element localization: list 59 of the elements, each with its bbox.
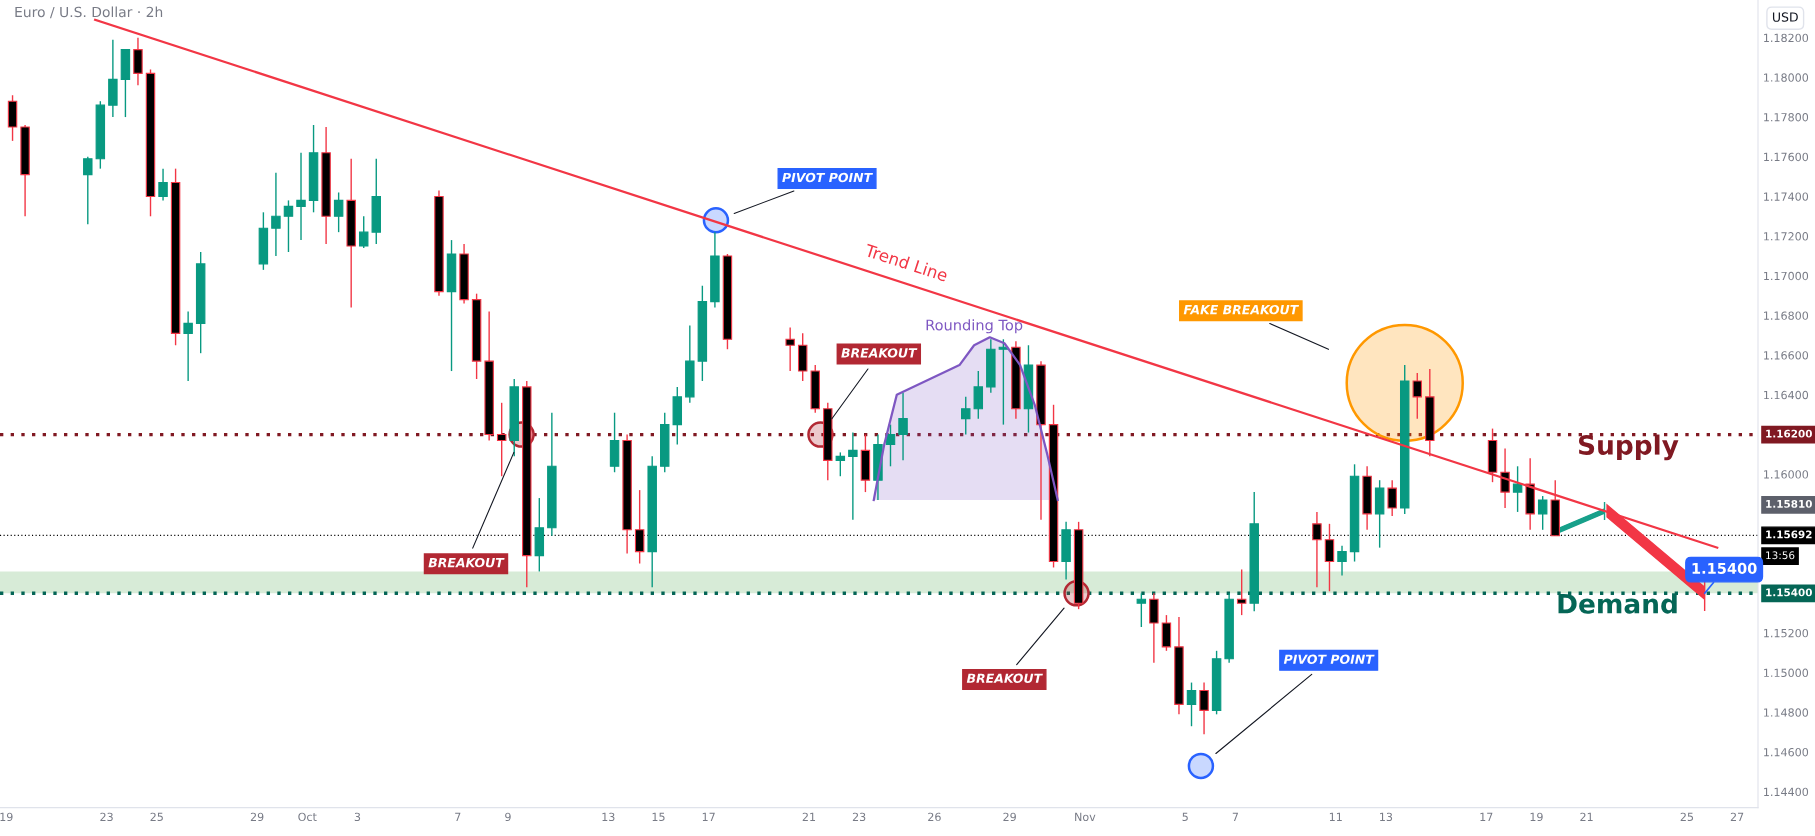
y-tick-label: 1.16600 [1764,351,1809,360]
x-tick-label: 21 [1580,812,1593,821]
y-tick-label: 1.14400 [1764,787,1809,797]
x-tick-label: 27 [1730,812,1744,821]
y-tick-label: 1.15200 [1764,628,1809,638]
text: 1.15692 [1766,530,1812,539]
chart-title: Euro / U.S. Dollar · 2h [15,6,163,19]
x-tick-label: 25 [150,812,163,822]
y-tick-label: 1.16800 [1764,311,1809,320]
y-tick-label: 1.16000 [1764,470,1809,479]
x-tick-label: 21 [802,812,816,821]
x-tick-label: 25 [1680,812,1694,822]
y-tick-label: 1.16400 [1764,390,1809,400]
x-tick-label: 29 [1003,812,1016,822]
text: BREAKOUT [428,557,505,568]
text: Trend Line [863,243,949,282]
text: BREAKOUT [841,348,918,358]
y-tick-label: 1.14800 [1764,708,1809,717]
text: FAKE BREAKOUT [1183,304,1300,315]
text: 1.15400 [1766,588,1812,597]
text: 1.16200 [1766,429,1812,438]
series-label: Rounding Top [926,319,1023,334]
y-tick-label: 1.17200 [1764,232,1809,241]
x-tick-label: 13 [1380,812,1393,822]
text: 13:56 [1766,551,1795,560]
x-tick-label: 9 [505,812,511,822]
x-tick-label: 26 [928,812,941,822]
y-tick-label: 1.14600 [1764,747,1809,757]
x-tick-label: 23 [100,812,113,822]
y-tick-label: 1.18200 [1764,33,1809,43]
x-tick-label: 13 [602,812,615,822]
x-tick-label: Oct [298,812,317,822]
x-tick-label: Nov [1075,812,1096,822]
x-tick-label: 11 [1329,812,1342,821]
x-tick-label: 19 [1530,812,1543,822]
y-tick-label: 1.17800 [1764,113,1809,122]
y-tick-label: 1.17600 [1764,152,1809,162]
text: PIVOT POINT [1283,654,1375,664]
y-tick-label: 1.18000 [1764,73,1809,82]
x-tick-label: 19 [0,812,13,822]
x-tick-label: 7 [455,812,461,821]
y-tick-label: 1.15000 [1764,668,1809,678]
ref-line-label: Demand [1558,593,1677,614]
x-tick-label: 17 [1480,812,1493,821]
y-tick-label: 1.17000 [1764,271,1809,281]
y-tick-label: 1.17400 [1764,192,1809,201]
text: BREAKOUT [966,673,1043,684]
x-tick-label: 15 [652,812,665,822]
x-tick-label: 3 [354,812,361,822]
x-tick-label: 7 [1232,812,1238,821]
text: USD [1772,12,1798,22]
x-tick-label: 17 [702,812,715,821]
text: 1.15810 [1766,499,1812,508]
x-tick-label: 5 [1182,812,1188,822]
annotation: 1.15400 [1692,562,1757,574]
x-tick-label: 23 [852,812,866,822]
text: PIVOT POINT [782,172,873,183]
ref-line-label: Supply [1578,434,1679,461]
x-tick-label: 29 [250,812,264,822]
